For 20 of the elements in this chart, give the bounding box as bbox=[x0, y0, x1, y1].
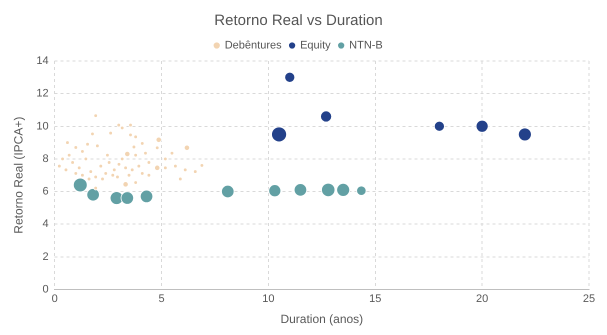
x-tick-label: 25 bbox=[582, 293, 596, 306]
y-tick-label: 14 bbox=[36, 55, 49, 68]
y-tick-label: 12 bbox=[36, 88, 49, 100]
y-tick-label: 10 bbox=[36, 120, 49, 132]
y-tick-label: 2 bbox=[42, 250, 49, 263]
chart-title: Retorno Real vs Duration bbox=[214, 12, 383, 30]
legend-label: NTN-B bbox=[349, 40, 383, 52]
legend-label: Debêntures bbox=[224, 40, 282, 52]
legend-label: Equity bbox=[300, 40, 332, 52]
y-tick-label: 8 bbox=[42, 152, 49, 165]
y-axis-title: Retorno Real (IPCA+) bbox=[12, 116, 26, 234]
y-tick-label: 6 bbox=[42, 186, 49, 198]
x-axis-title: Duration (anos) bbox=[280, 312, 364, 326]
y-tick-label: 4 bbox=[42, 218, 49, 230]
x-tick-label: 5 bbox=[158, 293, 165, 306]
x-tick-label: 10 bbox=[262, 293, 275, 306]
x-tick-label: 20 bbox=[476, 293, 488, 306]
x-tick-label: 15 bbox=[369, 293, 382, 306]
x-tick-label: 0 bbox=[52, 293, 58, 306]
y-tick-label: 0 bbox=[42, 283, 49, 296]
